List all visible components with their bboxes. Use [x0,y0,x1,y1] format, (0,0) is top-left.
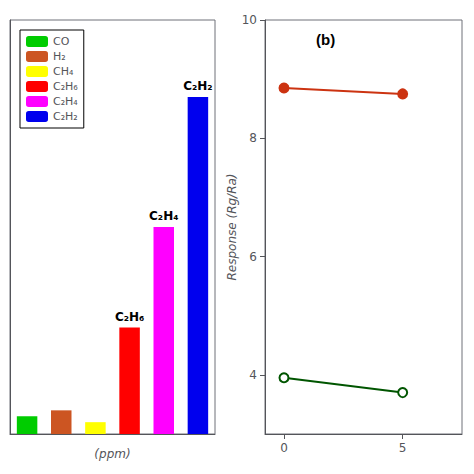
svg-text:4: 4 [249,368,257,382]
svg-text:(b): (b) [316,31,335,48]
svg-text:Response (Rg/Ra): Response (Rg/Ra) [225,173,239,280]
svg-text:6: 6 [249,250,257,264]
svg-text:C₂H₂: C₂H₂ [183,79,212,93]
svg-text:0: 0 [280,441,288,455]
svg-text:C₂H₂: C₂H₂ [53,110,78,123]
svg-text:CO: CO [53,35,70,48]
svg-text:C₂H₄: C₂H₄ [149,209,178,223]
svg-text:C₂H₆: C₂H₆ [53,80,78,93]
svg-text:(ppm): (ppm) [94,447,130,461]
svg-text:8: 8 [249,131,257,145]
svg-text:CH₄: CH₄ [53,65,74,78]
svg-text:10: 10 [242,13,257,27]
svg-text:H₂: H₂ [53,50,66,63]
svg-text:5: 5 [399,441,407,455]
svg-text:C₂H₆: C₂H₆ [115,310,144,324]
svg-text:C₂H₄: C₂H₄ [53,95,78,108]
